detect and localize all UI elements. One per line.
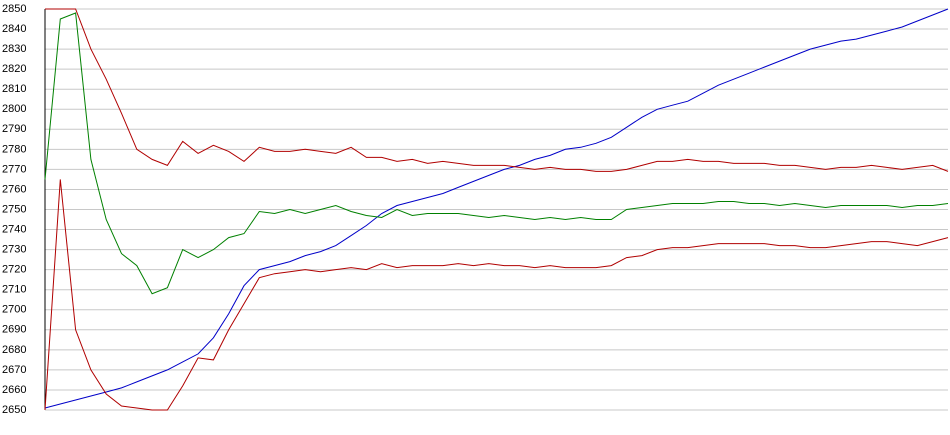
- y-tick-label: 2810: [2, 83, 26, 95]
- y-tick-label: 2720: [2, 264, 26, 276]
- y-tick-label: 2800: [2, 103, 26, 115]
- y-tick-label: 2850: [2, 3, 26, 15]
- series-line: [44, 179, 949, 411]
- series-line: [44, 8, 949, 409]
- y-tick-label: 2700: [2, 304, 26, 316]
- y-tick-label: 2710: [2, 284, 26, 296]
- y-tick-label: 2830: [2, 43, 26, 55]
- y-tick-label: 2780: [2, 143, 26, 155]
- series-line: [45, 8, 949, 172]
- y-tick-label: 2730: [2, 244, 26, 256]
- series-line: [44, 12, 949, 295]
- y-tick-label: 2840: [2, 23, 26, 35]
- y-tick-label: 2740: [2, 223, 26, 235]
- y-tick-label: 2680: [2, 344, 26, 356]
- y-tick-label: 2760: [2, 183, 26, 195]
- y-tick-label: 2660: [2, 384, 26, 396]
- y-tick-label: 2820: [2, 63, 26, 75]
- y-tick-label: 2690: [2, 324, 26, 336]
- y-tick-label: 2670: [2, 364, 26, 376]
- y-tick-label: 2750: [2, 203, 26, 215]
- y-tick-label: 2790: [2, 123, 26, 135]
- y-tick-label: 2770: [2, 163, 26, 175]
- y-tick-label: 2650: [2, 404, 26, 416]
